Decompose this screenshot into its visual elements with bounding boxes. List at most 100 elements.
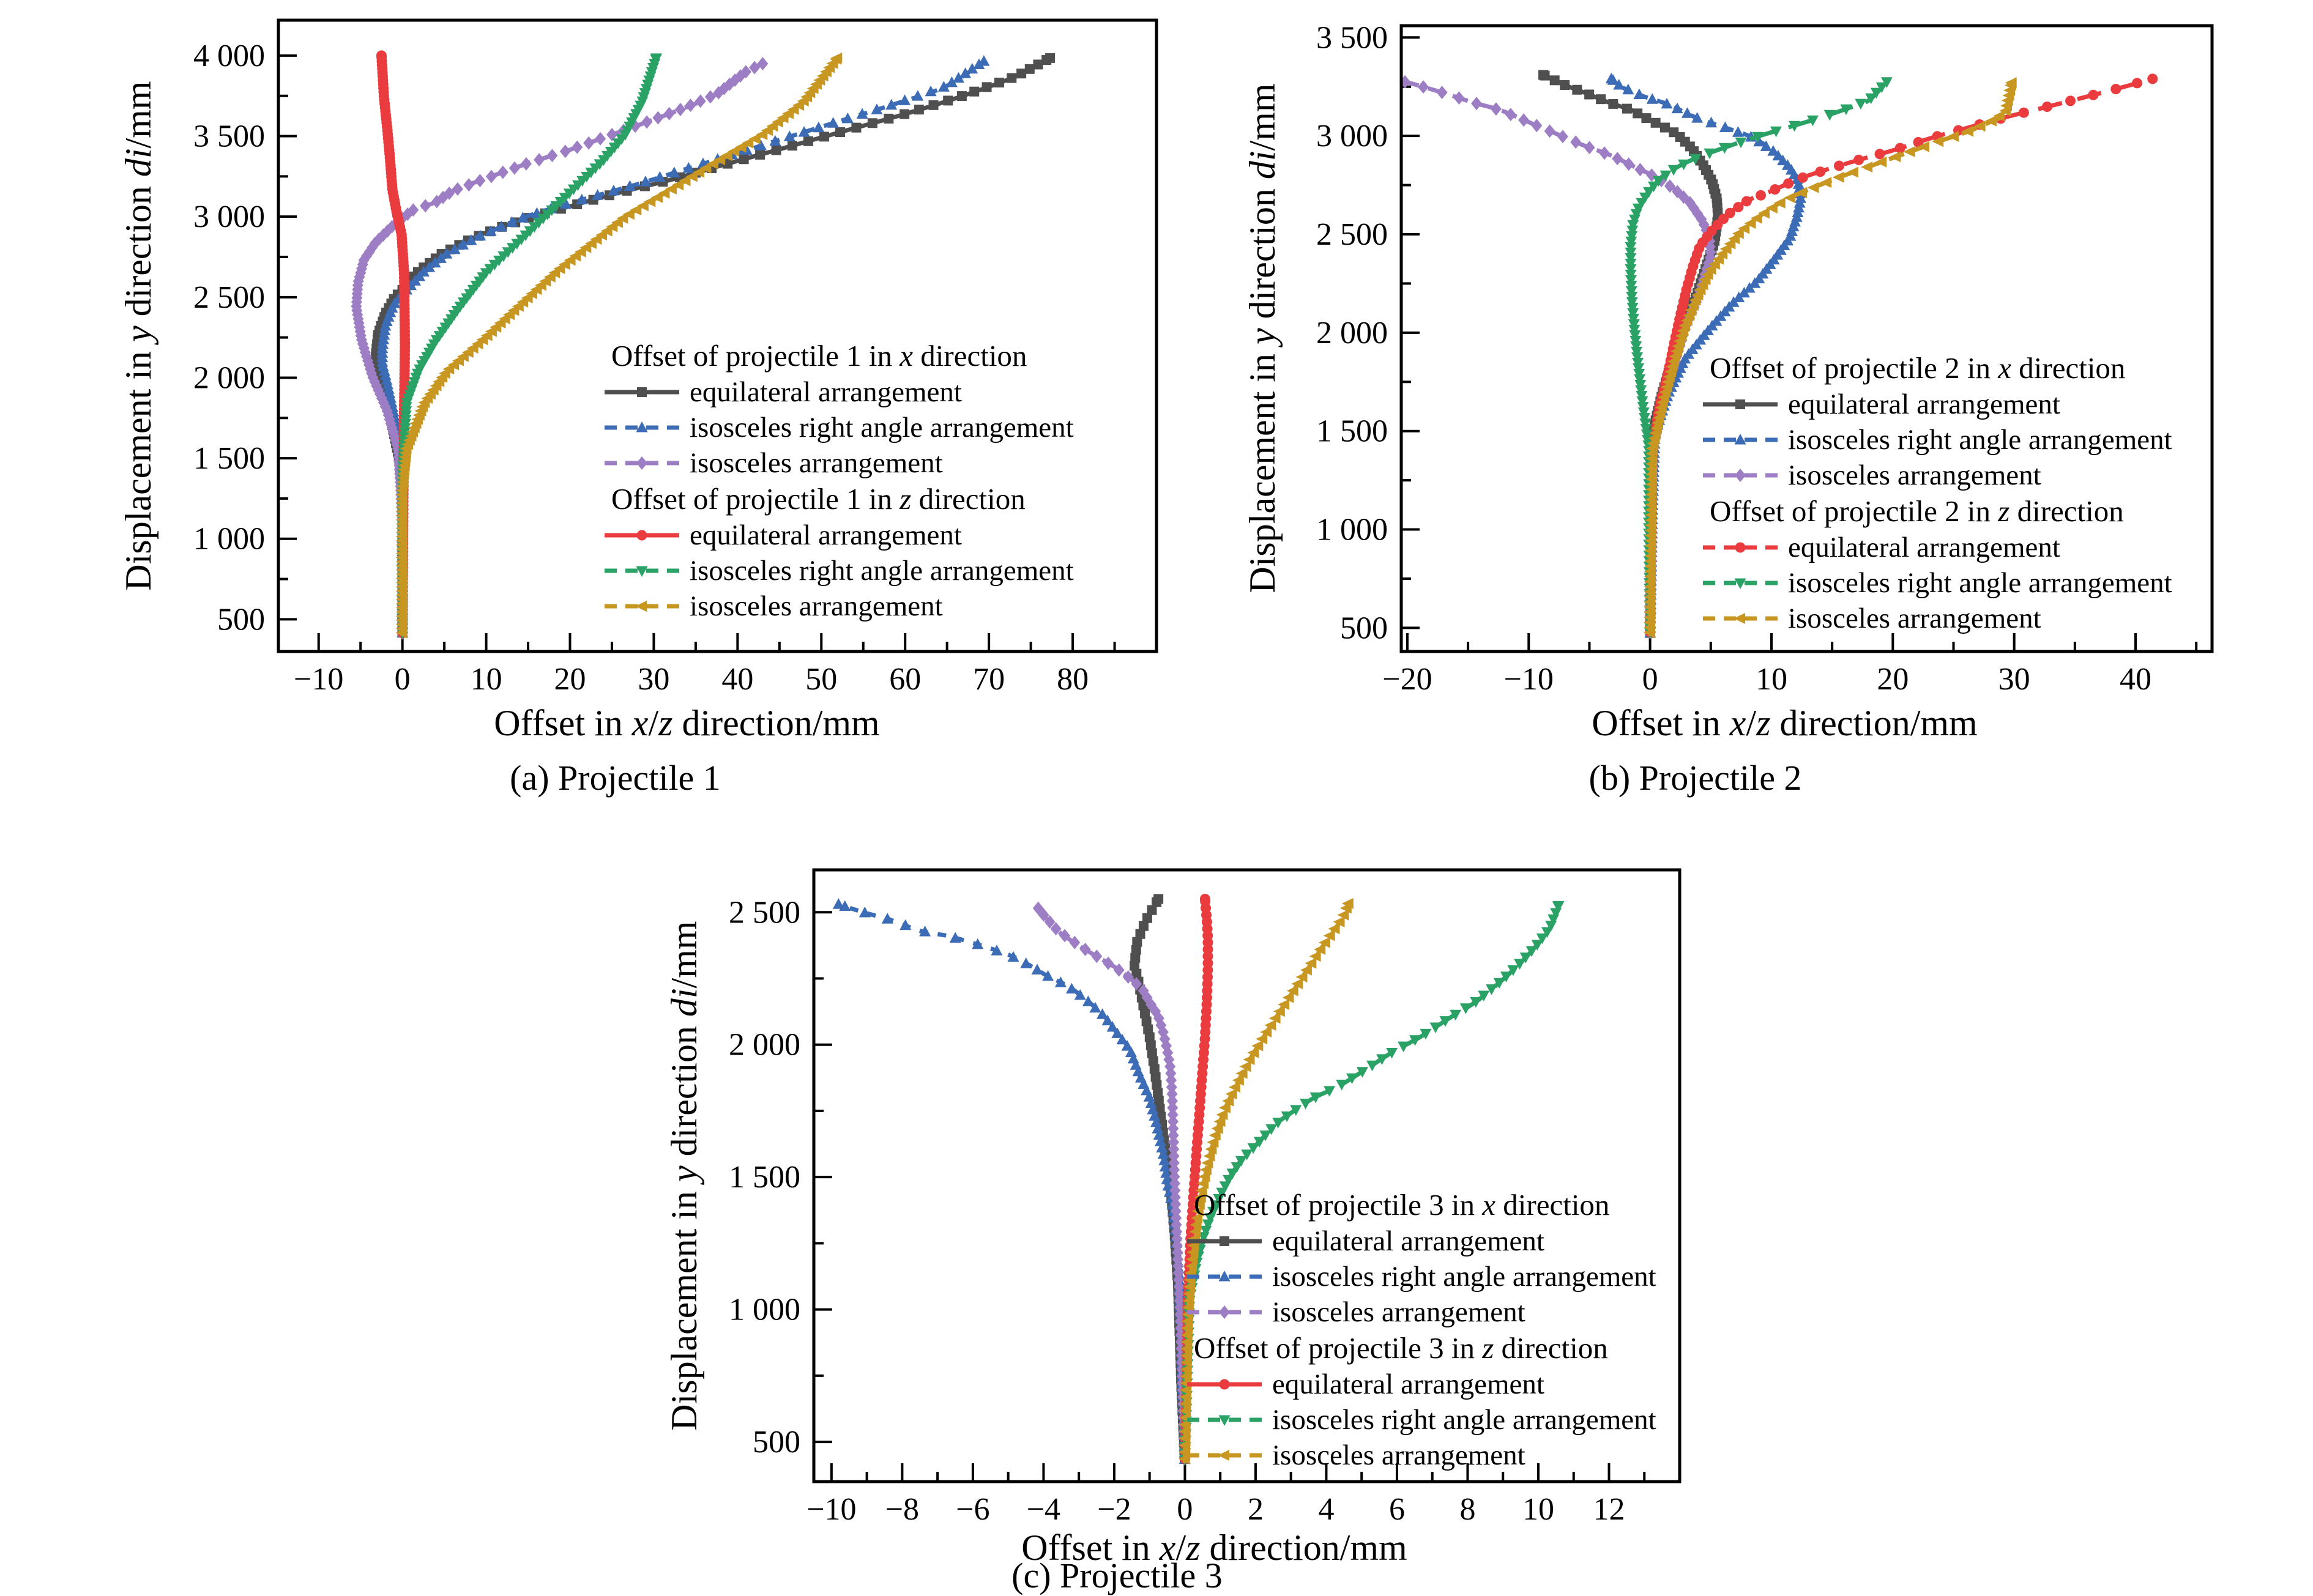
legend-item-label: isosceles arrangement [690,447,943,479]
label-text: x [1159,1527,1176,1568]
chart-a-x-axis-title: Offset in x/z direction/mm [248,702,1126,744]
legend-triangle-up-icon [1187,1271,1262,1282]
legend-item-x-x-equilateral: equilateral arrangement [1185,1223,1656,1259]
legend-square-icon [1187,1236,1262,1246]
label-text: / [1746,703,1757,743]
legend-item-z-z-isosceles: isosceles arrangement [1185,1438,1656,1473]
series-line-x-x-isosceles [1404,80,1713,636]
plot-frame [277,18,1158,653]
legend-item-x-x-equilateral: equilateral arrangement [1701,387,2172,422]
chart-c: −10 −8 −6 −4 −2 0 2 4 6 8 10 12 500 1 000 1 500 2 000 2 … [535,814,1753,1595]
x-tick-label: −20 [1382,662,1432,697]
x-tick-label: 8 [1459,1492,1475,1527]
legend-item-x-x-equilateral: equilateral arrangement [603,374,1074,410]
legend-group-title: Offset of projectile 2 in x direction [1701,350,2172,387]
y-tick-label: 500 [753,1425,800,1460]
label-text: Offset of projectile 2 in [1710,494,1998,528]
label-text: y [118,325,158,343]
chart-b-x-axis-title: Offset in x/z direction/mm [1346,702,2224,744]
label-text: direction [1495,1188,1610,1222]
legend-diamond-icon [1187,1305,1262,1319]
chart-a-y-axis-title: Displacement in y direction di/mm [117,0,162,703]
label-text: Offset of projectile 3 in [1194,1188,1483,1222]
legend-item-z-z-isosceles: isosceles arrangement [1701,601,2172,636]
x-tick-label: −4 [1027,1492,1060,1527]
label-text: z [1998,494,2010,528]
plot-frame [812,868,1682,1483]
legend-group-title: Offset of projectile 2 in z direction [1701,493,2172,530]
chart-a: −10 0 10 20 30 40 50 60 70 80 500 1 000 1 500 2 000 2 … [0,0,1218,814]
x-tick-label: 30 [638,662,669,697]
label-text: Displacement in [664,1182,704,1431]
legend-item-label: isosceles arrangement [1788,459,2041,491]
series-line-x-x-isosceles-right-angle [379,59,985,636]
legend-triangle-down-icon [1187,1415,1262,1426]
legend-item-z-z-isosceles-right-angle: isosceles right angle arrangement [1185,1402,1656,1438]
label-text: /mm [664,921,704,989]
legend-group-title: Offset of projectile 3 in z direction [1185,1330,1656,1367]
legend-item-label: isosceles right angle arrangement [1788,424,2172,456]
series-line-x-x-isosceles-right-angle [838,902,1187,1463]
x-tick-label: 10 [471,662,502,697]
y-tick-label: 3 500 [193,119,265,154]
x-tick-label: 4 [1318,1492,1334,1527]
label-text: x [900,339,914,373]
label-text: x [1729,703,1746,743]
x-tick-label: 50 [805,662,837,697]
legend-item-label: isosceles right angle arrangement [1272,1261,1656,1293]
legend-item-x-x-isosceles-right-angle: isosceles right angle arrangement [603,410,1074,445]
legend-item-label: equilateral arrangement [690,376,962,408]
label-text: Offset in [494,703,632,743]
y-tick-label: 2 500 [1316,217,1388,252]
legend-item-z-z-isosceles: isosceles arrangement [603,588,1074,624]
chart-c-legend: Offset of projectile 3 in x direction equ… [1185,1187,1656,1473]
x-tick-label: 2 [1248,1492,1264,1527]
label-text: direction [1494,1331,1608,1365]
x-tick-label: −10 [294,662,343,697]
x-tick-label: 6 [1389,1492,1405,1527]
legend-item-z-z-equilateral: equilateral arrangement [603,518,1074,553]
label-text: di [1242,150,1283,180]
label-text: direction [911,482,1026,516]
y-tick-label: 2 000 [729,1028,800,1063]
chart-a-plot-area: −10 0 10 20 30 40 50 60 70 80 500 1 000 1 500 2 000 2 … [193,18,1158,697]
legend-item-z-z-isosceles-right-angle: isosceles right angle arrangement [1701,565,2172,601]
label-text: direction/mm [1200,1527,1407,1568]
legend-diamond-icon [605,456,679,470]
legend-item-label: isosceles arrangement [1788,603,2041,634]
label-text: /mm [1242,83,1283,151]
label-text: Displacement in [1242,344,1283,593]
y-tick-label: 1 000 [193,522,265,557]
chart-b-caption: (b) Projectile 2 [1589,758,1802,798]
label-text: di [664,988,704,1017]
x-tick-label: −10 [1504,662,1554,697]
legend-circle-icon [1703,542,1778,553]
label-text: direction [913,339,1027,373]
series-markers-z-z-isosceles [395,52,843,639]
x-tick-label: −6 [956,1492,989,1527]
x-tick-label: 40 [721,662,753,697]
axes: −20 −10 0 10 20 30 40 500 1 000 1 500 2 000 2 500 3 … [1316,20,2198,697]
label-text: direction [2009,494,2124,528]
legend-item-x-x-isosceles-right-angle: isosceles right angle arrangement [1701,422,2172,458]
label-text: /mm [118,81,158,149]
x-tick-label: 10 [1522,1492,1554,1527]
legend-item-x-x-isosceles: isosceles arrangement [1185,1294,1656,1330]
chart-b: −20 −10 0 10 20 30 40 500 1 000 1 500 2 000 2 500 3 … [1123,0,2313,814]
y-tick-label: 2 000 [193,360,265,395]
x-tick-label: 0 [395,662,411,697]
axes: −10 0 10 20 30 40 50 60 70 80 500 1 000 1 500 2 000 2 … [193,39,1116,697]
x-tick-label: 80 [1057,662,1089,697]
label-text: direction [118,177,158,326]
label-text: z [1482,1331,1494,1365]
series-markers-z-z-isosceles [1643,77,2017,639]
label-text: Displacement in [118,342,158,591]
label-text: Offset in [1021,1527,1160,1568]
chart-b-y-axis-title: Displacement in y direction di/mm [1242,0,1286,705]
legend-triangle-left-icon [1703,613,1778,624]
label-text: di [118,148,158,177]
legend-triangle-down-icon [605,566,679,577]
legend-circle-icon [605,530,679,541]
label-text: y [1242,328,1283,345]
